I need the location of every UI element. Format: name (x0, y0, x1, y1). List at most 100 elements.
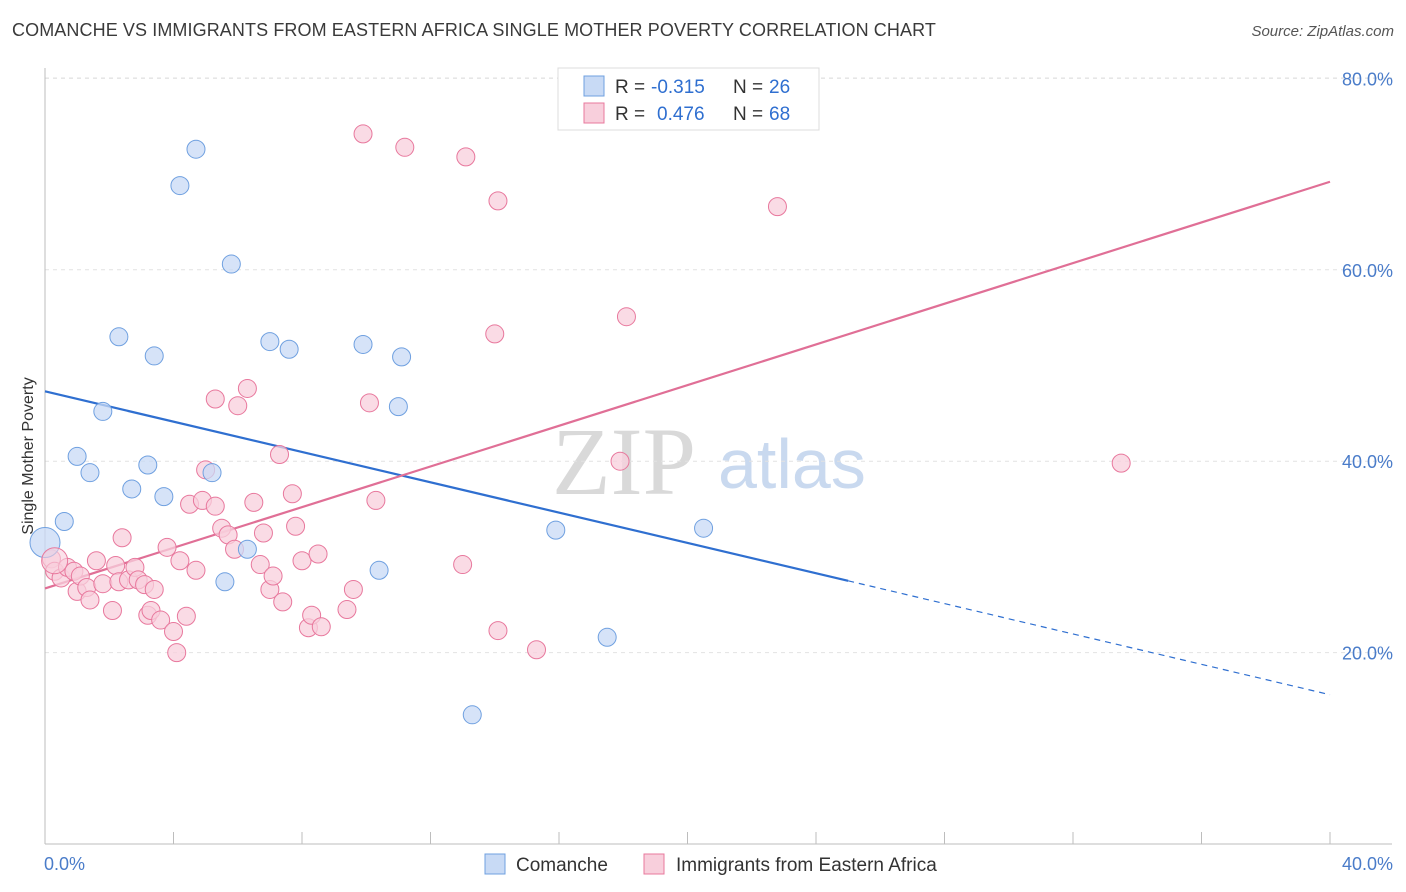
legend-r-label-2: R = (615, 104, 645, 125)
point-comanche-19 (388, 397, 408, 417)
point-comanche-6 (122, 479, 142, 499)
legend-swatch-immigrants (583, 102, 605, 124)
point-immigrants-40 (250, 555, 270, 575)
bottom-legend-label-immigrants: Immigrants from Eastern Africa (676, 855, 937, 876)
point-comanche-16 (260, 332, 280, 352)
point-immigrants-61 (485, 324, 505, 344)
bottom-legend-swatch-immigrants (643, 853, 665, 875)
point-immigrants-47 (286, 516, 306, 536)
point-immigrants-41 (253, 523, 273, 543)
point-comanche-9 (154, 487, 174, 507)
point-immigrants-29 (186, 560, 206, 580)
legend-r-value-2: 0.476 (657, 104, 705, 125)
point-immigrants-21 (144, 579, 164, 599)
point-immigrants-53 (337, 600, 357, 620)
point-immigrants-63 (488, 191, 508, 211)
point-comanche-20 (392, 347, 412, 367)
point-immigrants-24 (164, 622, 183, 642)
point-immigrants-12 (106, 556, 126, 576)
axes (44, 68, 1392, 845)
point-comanche-11 (186, 139, 206, 159)
point-immigrants-62 (488, 621, 508, 641)
point-immigrants-60 (456, 147, 476, 167)
x-tick-labels: 0.0% 40.0% (44, 854, 1393, 874)
point-immigrants-54 (343, 579, 363, 599)
point-comanche-18 (353, 334, 373, 354)
point-immigrants-10 (93, 574, 113, 594)
y-tick-label-3: 80.0% (1342, 69, 1393, 89)
point-comanche-2 (67, 446, 87, 466)
point-immigrants-9 (86, 551, 106, 571)
x-tick-label-1: 40.0% (1342, 854, 1393, 874)
point-immigrants-11 (102, 600, 122, 620)
point-comanche-5 (109, 327, 129, 347)
point-immigrants-44 (270, 445, 290, 465)
point-immigrants-8 (80, 590, 100, 610)
trendline-comanche-extension (847, 580, 1331, 696)
legend-n-label-1: N = (733, 77, 763, 98)
legend-swatch-comanche (583, 75, 605, 97)
point-immigrants-66 (616, 307, 636, 327)
point-comanche-3 (80, 463, 100, 483)
point-comanche-24 (597, 627, 617, 647)
point-immigrants-51 (311, 617, 331, 637)
point-immigrants-23 (157, 537, 177, 557)
point-immigrants-cluster (41, 547, 69, 575)
watermark-atlas: atlas (718, 425, 866, 503)
point-immigrants-37 (228, 396, 248, 416)
point-comanche-15 (237, 539, 257, 559)
point-comanche-21 (369, 560, 389, 580)
point-comanche-8 (144, 346, 164, 366)
point-immigrants-59 (453, 555, 473, 575)
point-immigrants-25 (167, 643, 187, 663)
legend-n-label-2: N = (733, 104, 763, 125)
chart-title: COMANCHE VS IMMIGRANTS FROM EASTERN AFRI… (12, 20, 936, 40)
point-immigrants-38 (237, 378, 257, 398)
y-tick-label-1: 40.0% (1342, 452, 1393, 472)
point-immigrants-43 (263, 566, 283, 586)
point-immigrants-64 (527, 640, 547, 660)
x-tick-label-0: 0.0% (44, 854, 85, 874)
bottom-legend: Comanche Immigrants from Eastern Africa (484, 853, 937, 876)
top-legend: R = -0.315 N = 26 R = 0.476 N = 68 (557, 67, 820, 131)
point-immigrants-57 (366, 490, 386, 510)
bottom-legend-label-comanche: Comanche (516, 855, 608, 876)
legend-r-label-1: R = (615, 77, 645, 98)
point-immigrants-27 (176, 606, 196, 626)
point-immigrants-39 (244, 492, 264, 512)
point-comanche-7 (138, 455, 158, 475)
point-immigrants-46 (282, 484, 302, 504)
point-immigrants-67 (767, 197, 787, 217)
y-axis-title: Single Mother Poverty (20, 377, 37, 534)
trendline-comanche (44, 390, 849, 582)
point-comanche-25 (694, 518, 714, 538)
chart-source: Source: ZipAtlas.com (1251, 23, 1394, 40)
data-points (29, 124, 1131, 725)
y-tick-labels: 20.0% 40.0% 60.0% 80.0% (1342, 69, 1393, 663)
bottom-legend-swatch-comanche (484, 853, 506, 875)
point-immigrants-55 (353, 124, 373, 144)
point-immigrants-58 (395, 137, 415, 157)
point-immigrants-45 (273, 592, 293, 612)
gridlines (45, 77, 1392, 654)
point-comanche-12 (202, 463, 222, 483)
point-immigrants-32 (205, 496, 225, 516)
point-comanche-10 (170, 176, 190, 196)
y-tick-label-0: 20.0% (1342, 644, 1393, 664)
point-comanche-14 (221, 254, 241, 274)
point-immigrants-48 (292, 551, 312, 571)
point-comanche-1 (54, 511, 74, 531)
legend-n-value-2: 68 (769, 104, 790, 125)
point-immigrants-68 (1111, 453, 1131, 473)
point-immigrants-14 (112, 528, 132, 548)
point-immigrants-65 (610, 451, 630, 471)
trendline-immigrants (44, 180, 1331, 590)
y-tick-label-2: 60.0% (1342, 261, 1393, 281)
point-comanche-23 (546, 520, 566, 540)
legend-r-value-1: -0.315 (651, 77, 705, 98)
point-immigrants-33 (205, 389, 225, 409)
legend-n-value-1: 26 (769, 77, 790, 98)
point-immigrants-22 (151, 610, 171, 630)
trendlines (44, 180, 1331, 696)
